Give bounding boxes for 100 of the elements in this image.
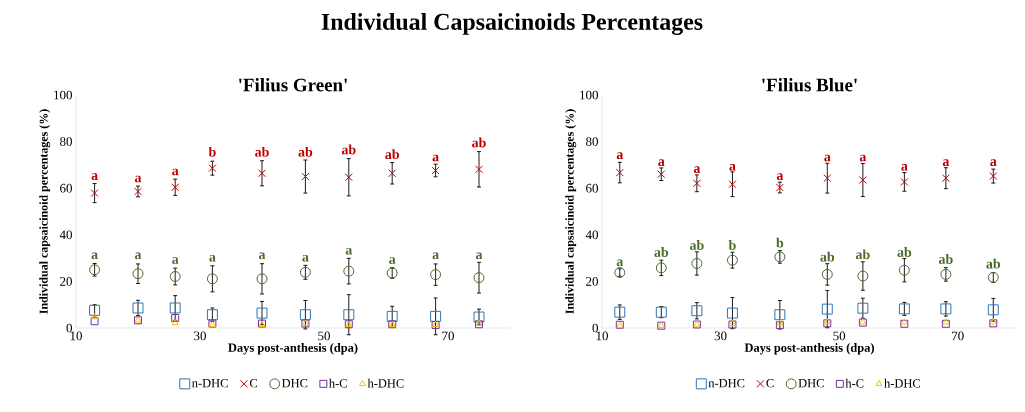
- y-tick-label: 0: [66, 323, 72, 333]
- point: [726, 254, 738, 266]
- point: [898, 264, 910, 276]
- annotation: a: [432, 252, 439, 260]
- point: [171, 319, 179, 326]
- y-tick-label: 80: [60, 137, 72, 146]
- legend-label: DHC: [798, 378, 824, 388]
- point: [774, 309, 786, 321]
- annotation: ab: [341, 144, 356, 155]
- point: [169, 271, 181, 282]
- y-tick-label: 20: [586, 277, 598, 286]
- annotation: a: [475, 252, 483, 260]
- annotation: a: [901, 164, 908, 171]
- legend-label: h-C: [845, 378, 864, 388]
- x-axis-title: Days post-anthesis (dpa): [228, 343, 358, 355]
- point: [301, 172, 310, 181]
- point: [775, 321, 784, 330]
- point: [857, 270, 869, 282]
- y-tick-label: 100: [54, 90, 72, 100]
- point: [987, 304, 999, 316]
- annotation: a: [209, 254, 216, 262]
- legend-label: n-DHC: [192, 378, 228, 388]
- point: [343, 309, 355, 321]
- y-tick-label: 60: [586, 183, 598, 193]
- annotation: a: [258, 252, 266, 260]
- x-tick-label: 50: [318, 331, 330, 341]
- point: [821, 268, 833, 280]
- y-axis-title: Individual capsaicinoid percentages (%): [565, 109, 577, 314]
- point: [858, 176, 867, 185]
- chart-subtitle: 'Filius Blue': [762, 78, 857, 92]
- annotation: ab: [385, 149, 399, 160]
- legend-label: C: [249, 378, 258, 388]
- annotation: a: [91, 252, 98, 260]
- point: [726, 307, 738, 319]
- y-tick-label: 40: [59, 230, 72, 240]
- point: [430, 269, 442, 281]
- point: [940, 268, 952, 280]
- point: [132, 302, 144, 314]
- annotation: a: [134, 252, 142, 260]
- y-tick-label: 0: [592, 323, 598, 333]
- annotation: ab: [938, 254, 953, 264]
- annotation: a: [616, 259, 624, 267]
- annotation: a: [824, 154, 831, 162]
- legend-label: DHC: [282, 378, 308, 388]
- point: [431, 166, 440, 175]
- annotation: a: [345, 247, 353, 255]
- point: [823, 174, 832, 183]
- annotation: a: [302, 254, 309, 262]
- point: [343, 265, 355, 277]
- point: [473, 311, 485, 323]
- point: [388, 169, 397, 178]
- annotation: ab: [689, 240, 704, 250]
- annotation: a: [990, 159, 997, 167]
- annotation: a: [776, 173, 784, 181]
- y-tick-label: 100: [580, 90, 598, 100]
- annotation: b: [208, 146, 216, 157]
- annotation: a: [942, 159, 950, 167]
- annotation: a: [172, 168, 179, 176]
- legend-label: n-DHC: [708, 378, 745, 388]
- point: [171, 313, 180, 322]
- point: [256, 273, 268, 285]
- annotation: ab: [298, 146, 313, 157]
- x-tick-label: 10: [596, 331, 608, 341]
- annotation: ab: [654, 247, 669, 257]
- point: [821, 303, 833, 315]
- point: [90, 189, 99, 198]
- x-tick-label: 50: [833, 331, 846, 341]
- annotation: a: [134, 175, 142, 183]
- chart-title: Individual Capsaicinoids Percentages: [321, 13, 703, 35]
- x-tick-label: 10: [70, 331, 82, 341]
- x-tick-label: 70: [442, 331, 454, 341]
- annotation: a: [432, 154, 439, 162]
- point: [728, 180, 737, 189]
- point: [615, 168, 624, 177]
- annotation: a: [693, 166, 701, 174]
- annotation: a: [172, 257, 179, 264]
- annotation: b: [728, 240, 736, 250]
- point: [344, 173, 353, 182]
- annotation: ab: [472, 137, 486, 148]
- x-tick-label: 30: [194, 331, 206, 341]
- annotation: a: [658, 159, 665, 167]
- point: [171, 183, 180, 192]
- point: [900, 177, 909, 186]
- legend-label: C: [766, 378, 774, 388]
- y-tick-label: 80: [586, 137, 598, 146]
- y-tick-label: 60: [60, 183, 72, 193]
- annotation: a: [91, 173, 98, 181]
- point: [474, 165, 484, 174]
- legend-label: h-DHC: [367, 378, 404, 388]
- annotation: a: [616, 152, 624, 160]
- point: [692, 179, 701, 188]
- chart-subtitle: 'Filius Green': [239, 78, 347, 92]
- annotation: a: [389, 257, 396, 264]
- point: [256, 307, 268, 319]
- point: [208, 164, 217, 173]
- point: [473, 272, 485, 284]
- point: [776, 319, 784, 326]
- point: [655, 262, 667, 274]
- annotation: ab: [986, 258, 1001, 269]
- point: [132, 268, 144, 280]
